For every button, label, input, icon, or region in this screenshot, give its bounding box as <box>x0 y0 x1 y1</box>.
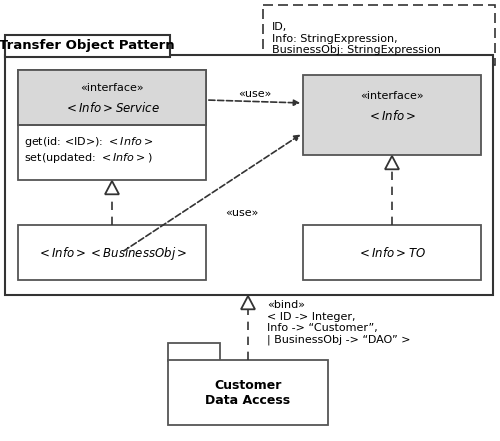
Bar <box>303 225 481 280</box>
Text: get(id: <ID>): $<Info>$
set(updated: $<Info>$): get(id: <ID>): $<Info>$ set(updated: $<I… <box>24 135 153 165</box>
Bar <box>303 75 481 155</box>
Text: «use»: «use» <box>238 89 272 99</box>
Bar <box>5 35 170 57</box>
Text: $<Info>$: $<Info>$ <box>367 109 417 123</box>
Bar <box>5 55 493 295</box>
Polygon shape <box>385 156 399 169</box>
Text: Transfer Object Pattern: Transfer Object Pattern <box>0 40 175 52</box>
Text: «interface»: «interface» <box>80 83 144 93</box>
Text: ID,
Info: StringExpression,
BusinessObj: StringExpression: ID, Info: StringExpression, BusinessObj:… <box>272 22 441 55</box>
Polygon shape <box>241 296 255 309</box>
Bar <box>18 70 206 125</box>
Polygon shape <box>105 181 119 194</box>
Text: $<Info>TO$: $<Info>TO$ <box>358 246 426 260</box>
Text: «use»: «use» <box>226 208 258 218</box>
Bar <box>168 360 328 425</box>
Bar <box>263 5 495 65</box>
Bar <box>18 70 206 180</box>
Bar <box>168 343 220 361</box>
Text: $<Info>Service$: $<Info>Service$ <box>64 101 160 115</box>
Bar <box>18 225 206 280</box>
Text: «bind»
< ID -> Integer,
Info -> “Customer”,
| BusinessObj -> “DAO” >: «bind» < ID -> Integer, Info -> “Custome… <box>267 300 410 345</box>
Text: «interface»: «interface» <box>360 91 424 101</box>
Bar <box>18 70 206 125</box>
Text: Customer
Data Access: Customer Data Access <box>206 379 290 407</box>
Text: $<Info><BusinessObj>$: $<Info><BusinessObj>$ <box>37 244 187 262</box>
